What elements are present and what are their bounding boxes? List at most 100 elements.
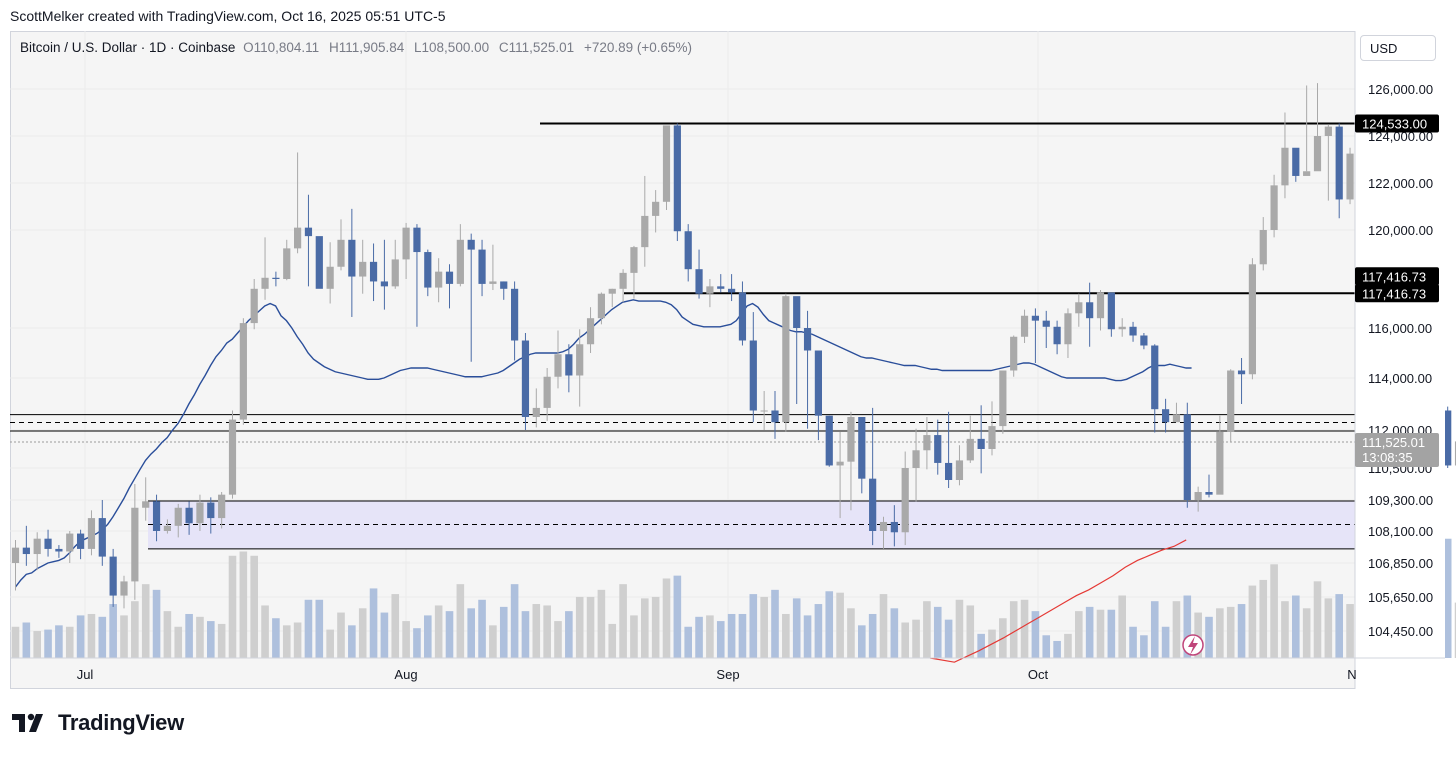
volume-bar <box>944 619 953 658</box>
candle <box>565 344 573 393</box>
volume-bar <box>586 596 595 658</box>
candle-body <box>1129 326 1137 336</box>
volume-bar <box>163 611 172 658</box>
candle-body <box>608 288 616 294</box>
candle <box>869 407 877 546</box>
candle-body <box>98 518 106 557</box>
candle-body <box>294 227 302 249</box>
candle <box>890 505 898 547</box>
candle-body <box>413 227 421 253</box>
volume-bar <box>695 616 703 658</box>
currency-button[interactable]: USD <box>1360 35 1436 61</box>
candle <box>814 350 822 441</box>
candle-body <box>1281 147 1289 186</box>
volume-bar <box>1292 595 1300 658</box>
volume-bar <box>836 592 844 658</box>
volume-bar <box>1443 538 1452 658</box>
candle <box>673 123 681 242</box>
candle-body <box>1216 431 1224 495</box>
candle-body <box>44 538 52 549</box>
candle <box>901 451 909 546</box>
candle-body <box>1183 414 1191 500</box>
candle-body <box>1454 441 1456 466</box>
volume-bar <box>1118 595 1126 658</box>
price-label-level-mid-b: 117,416.73 <box>1362 286 1426 301</box>
candle <box>380 239 388 310</box>
price-label-level-mid-a: 117,416.73 <box>1362 269 1426 284</box>
volume-bar <box>543 605 551 658</box>
volume-bar <box>1226 606 1235 658</box>
candle-body <box>445 271 454 284</box>
volume-bar <box>738 613 747 658</box>
candle-body <box>717 286 725 289</box>
candle <box>174 503 182 538</box>
candle <box>1075 293 1083 327</box>
candle-body <box>999 370 1007 427</box>
volume-bar <box>825 591 834 658</box>
candle <box>402 222 410 279</box>
volume-bar <box>966 605 975 658</box>
candle <box>619 269 627 303</box>
candle-body <box>1335 126 1343 200</box>
volume-bar <box>326 629 334 658</box>
candle <box>1064 308 1072 358</box>
candle-body <box>1064 313 1072 345</box>
candle-body <box>511 288 519 341</box>
candle <box>142 477 150 521</box>
candle-body <box>239 323 247 420</box>
candle-body <box>673 125 681 232</box>
candle-body <box>1107 292 1115 330</box>
candle-body <box>1172 414 1181 423</box>
candle-body <box>879 521 888 531</box>
candle-body <box>500 281 508 289</box>
volume-bar <box>239 551 248 658</box>
volume-bar <box>1150 601 1159 658</box>
candle-body <box>814 350 822 416</box>
tradingview-logo-icon <box>12 713 43 732</box>
volume-bar <box>1107 609 1116 658</box>
volume-bar <box>1454 602 1456 658</box>
candle-body <box>771 410 779 423</box>
volume-bar <box>1053 640 1061 658</box>
price-tick-label: 126,000.00 <box>1368 82 1433 97</box>
candle <box>55 545 63 558</box>
candle <box>435 258 443 303</box>
volume-bar <box>207 621 215 658</box>
price-chart[interactable]: 104,450.00 105,650.00 106,850.00 108,100.00… <box>0 0 1456 700</box>
candle <box>1454 441 1456 466</box>
candle <box>934 419 942 475</box>
time-tick-label: Oct <box>1028 667 1049 682</box>
candle-body <box>619 272 627 289</box>
candle <box>1335 123 1343 219</box>
candle-body <box>380 281 388 287</box>
candle-body <box>803 328 812 351</box>
candle <box>695 249 703 299</box>
time-tick-label: Sep <box>716 667 739 682</box>
candle-body <box>66 533 74 552</box>
candle-body <box>793 296 801 328</box>
candle <box>1346 147 1354 205</box>
candle-body <box>1075 302 1083 314</box>
candle <box>999 370 1007 434</box>
price-tick-label: 122,000.00 <box>1368 176 1433 191</box>
candle-body <box>359 261 367 277</box>
volume-bar <box>315 599 324 658</box>
candle <box>879 516 888 549</box>
volume-bar <box>575 596 584 658</box>
candle-body <box>576 344 584 376</box>
candle <box>109 548 117 607</box>
candle <box>218 492 226 529</box>
volume-bar <box>1281 601 1289 658</box>
candle <box>988 401 996 456</box>
candle-body <box>11 547 20 563</box>
volume-bar <box>630 615 638 658</box>
candle <box>1183 402 1191 508</box>
candle-body <box>966 438 974 461</box>
candle <box>261 237 269 300</box>
candle-body <box>1086 302 1094 319</box>
price-tick-label: 104,450.00 <box>1368 624 1433 639</box>
volume-bar <box>706 615 714 658</box>
candle-body <box>337 239 345 267</box>
candle <box>1162 398 1170 433</box>
volume-bar <box>651 596 660 658</box>
